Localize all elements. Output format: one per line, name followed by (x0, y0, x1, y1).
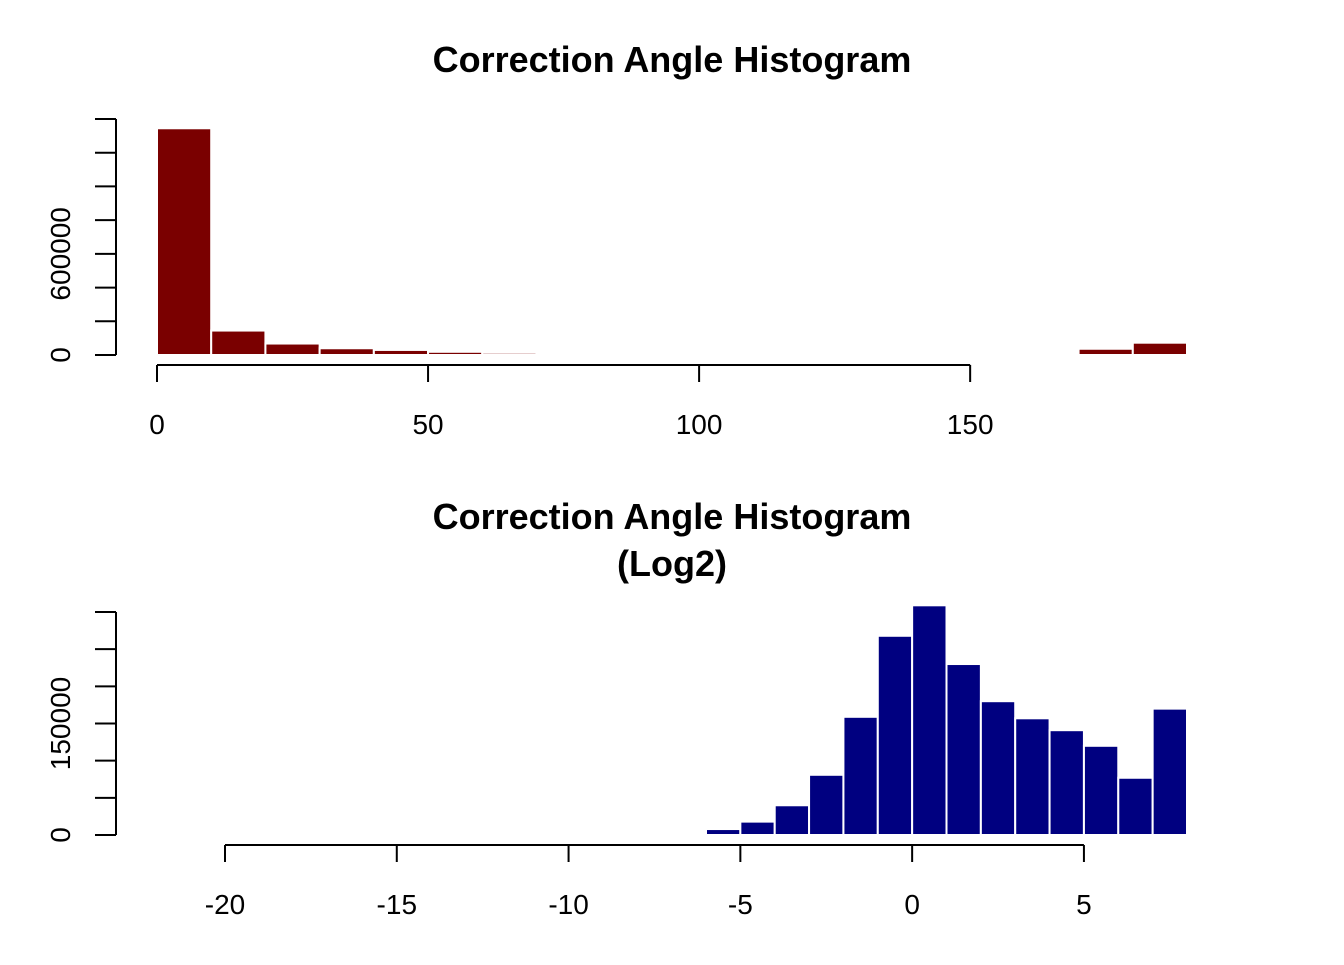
y-axis: 0 600000 (45, 118, 117, 363)
histogram-bar (1048, 729, 1085, 836)
y-tick-label: 0 (45, 347, 76, 363)
histogram-bar (1151, 707, 1188, 837)
histogram-bar (1023, 353, 1080, 357)
x-tick-label: -15 (377, 889, 417, 920)
x-tick-label: 150 (947, 409, 994, 440)
x-tick-label: -5 (728, 889, 753, 920)
histogram-bar (979, 700, 1017, 837)
histogram-bar (911, 604, 948, 836)
panel-correction-angle: Correction Angle Histogram 0 50 100 150 0 60… (45, 39, 1188, 440)
bars-group (670, 604, 1188, 837)
histogram-bar (808, 773, 845, 836)
y-axis: 0 150000 (45, 611, 117, 843)
histogram-bar (670, 832, 708, 836)
histogram-bar (876, 634, 914, 837)
x-axis: -20 -15 -10 -5 0 5 (205, 844, 1092, 920)
x-tick-label: 0 (904, 889, 920, 920)
y-tick-label: 150000 (45, 677, 76, 770)
x-tick-label: 100 (676, 409, 723, 440)
histogram-bar (1077, 347, 1134, 356)
histogram-bar (589, 353, 646, 356)
x-tick-label: 0 (149, 409, 165, 440)
bars-group (156, 127, 1188, 357)
histogram-bar (156, 127, 213, 356)
histogram-bar (1014, 717, 1051, 837)
histogram-bar (1117, 776, 1154, 836)
x-tick-label: 5 (1076, 889, 1092, 920)
chart-subtitle: (Log2) (617, 543, 727, 584)
y-tick-label: 0 (45, 827, 76, 843)
x-axis: 0 50 100 150 (149, 364, 994, 440)
y-tick-label: 600000 (45, 207, 76, 300)
histogram-bar (318, 347, 375, 356)
histogram-bar (842, 715, 879, 836)
histogram-bar (1131, 341, 1188, 356)
histogram-bar (945, 663, 982, 836)
x-tick-label: -10 (548, 889, 588, 920)
histogram-bar (739, 820, 776, 836)
histogram-bar (427, 350, 484, 357)
histogram-bar (481, 351, 538, 356)
histogram-bar (210, 329, 267, 356)
chart-title: Correction Angle Histogram (433, 496, 912, 537)
histogram-bar (773, 804, 811, 836)
x-tick-label: 50 (412, 409, 443, 440)
histogram-bar (1082, 744, 1120, 836)
histogram-bar (535, 352, 592, 356)
histogram-bar (372, 348, 430, 357)
chart-title: Correction Angle Histogram (433, 39, 912, 80)
panel-correction-angle-log2: Correction Angle Histogram (Log2) -20 -15… (45, 496, 1188, 920)
x-tick-label: -20 (205, 889, 245, 920)
histogram-bar (705, 828, 742, 837)
histogram-bar (264, 342, 321, 356)
